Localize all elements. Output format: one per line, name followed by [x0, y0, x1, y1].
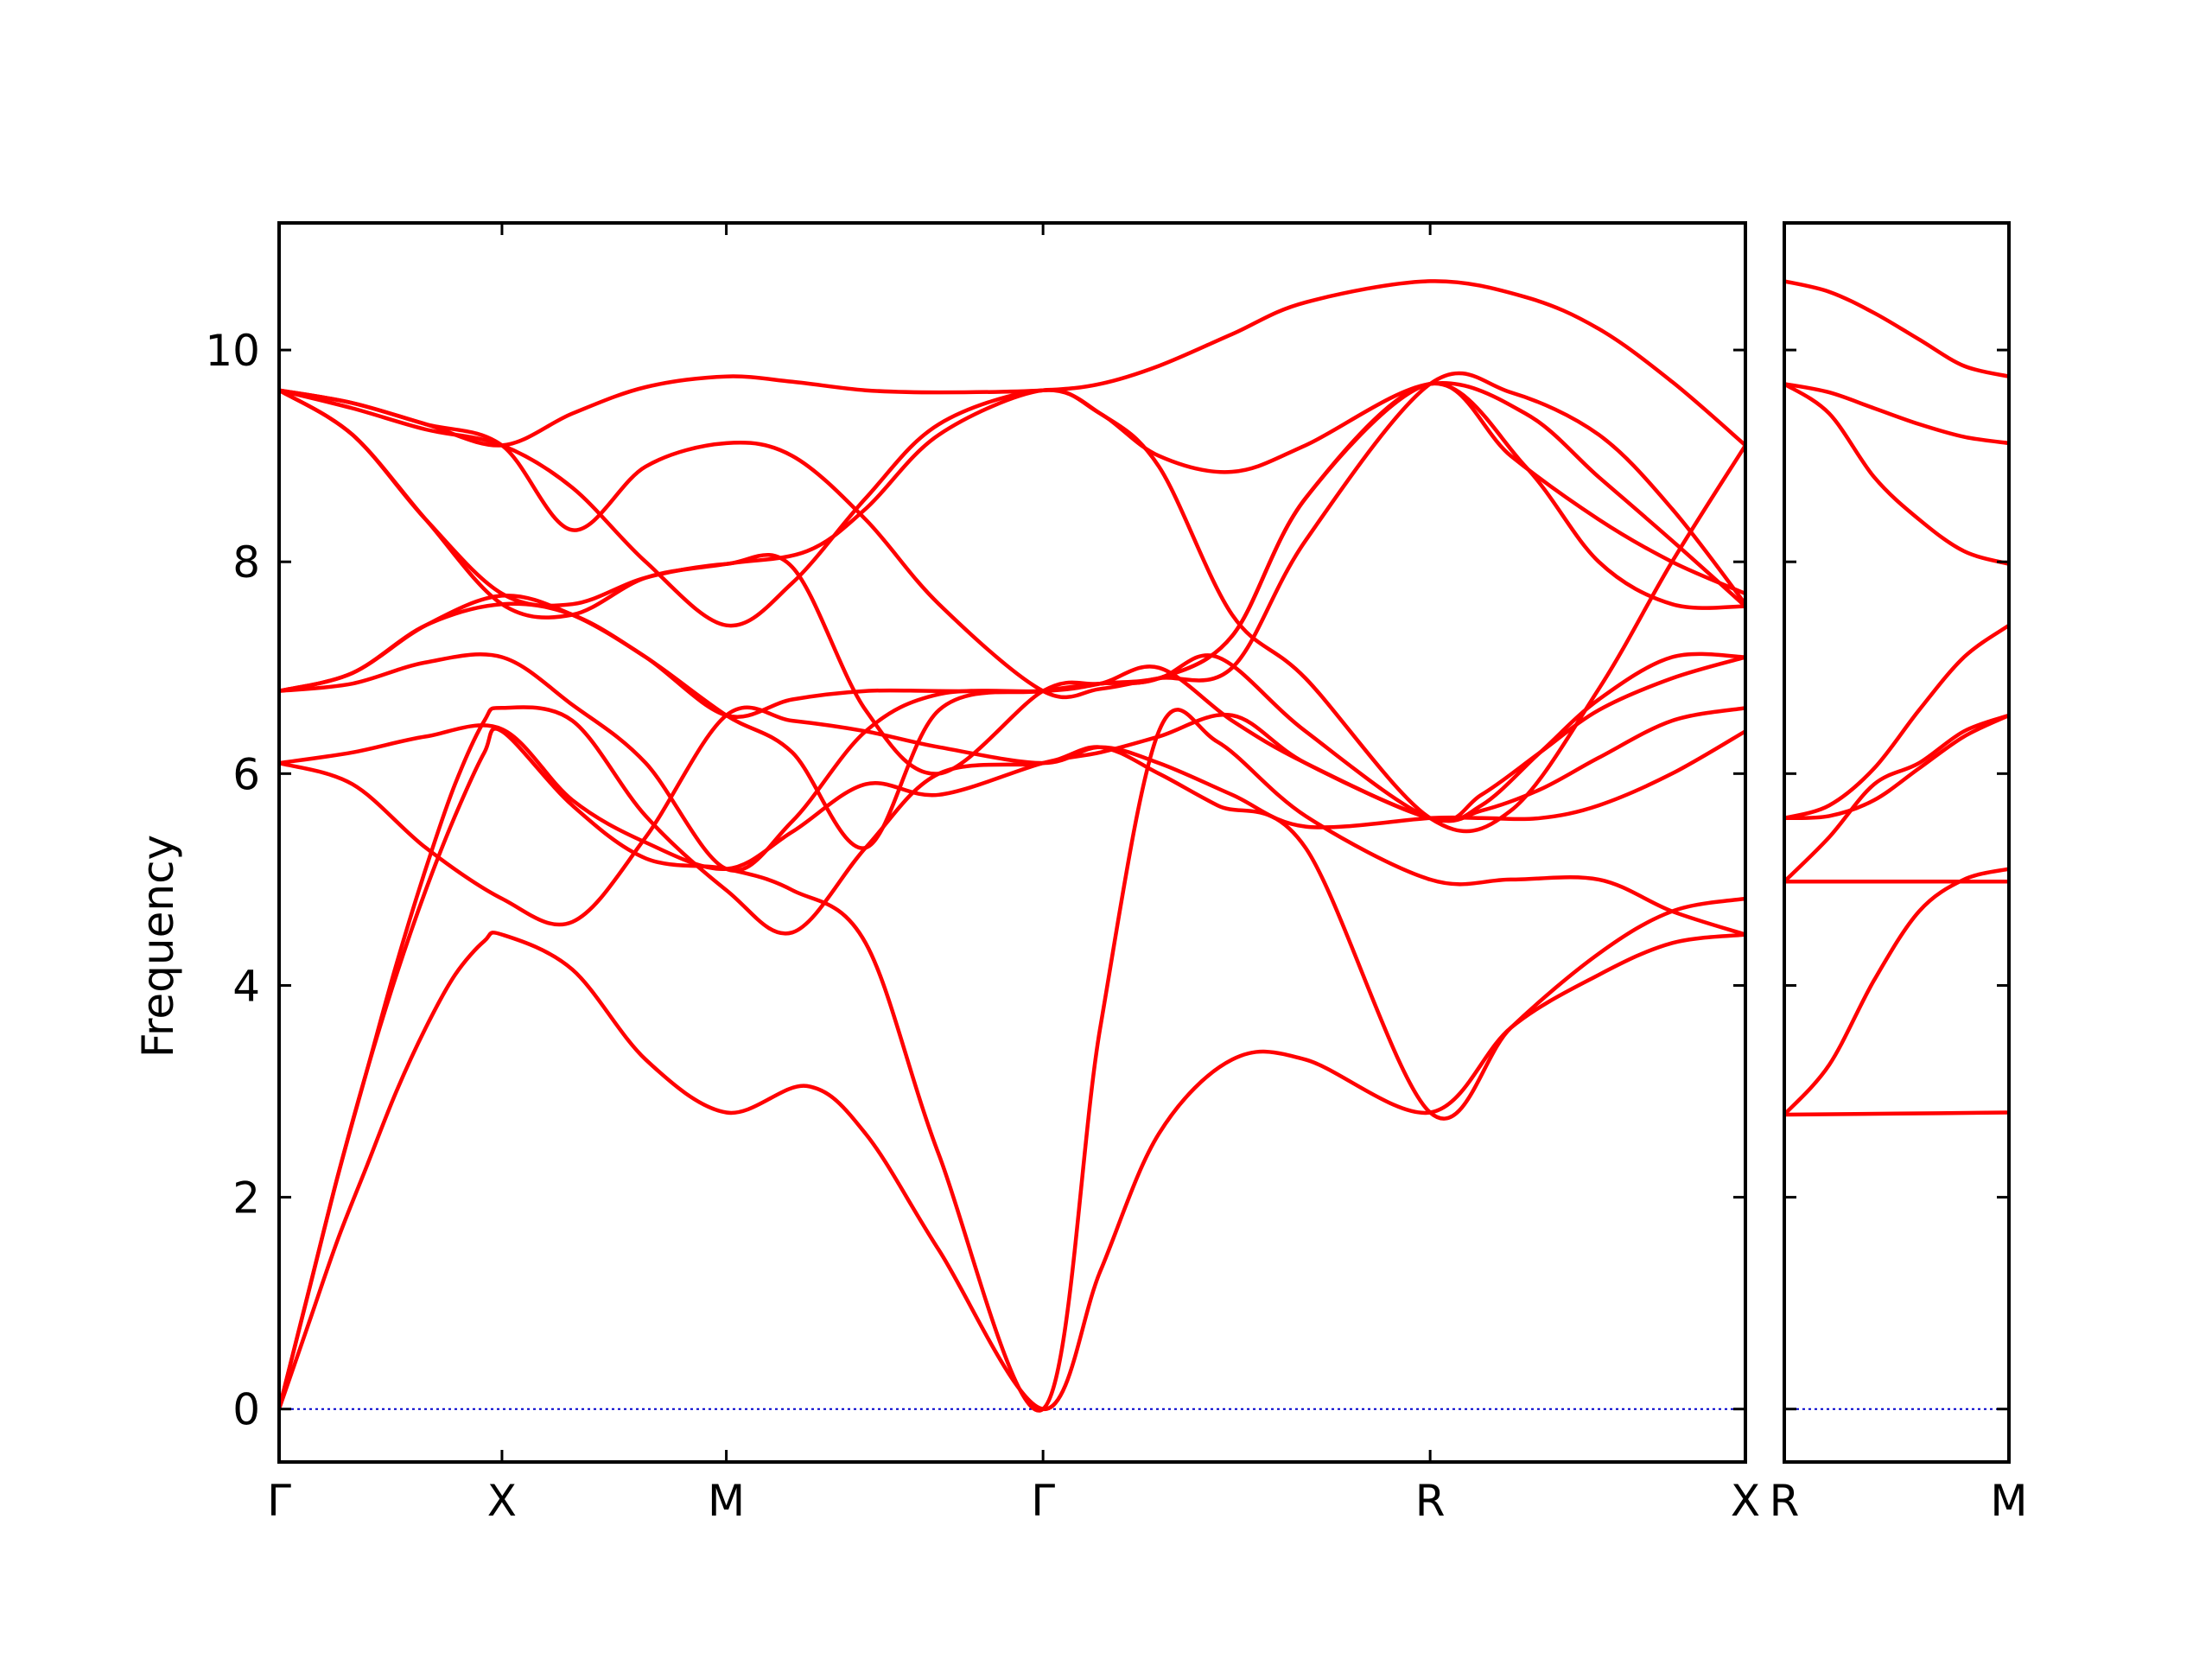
band-line-main-5 [279, 706, 1745, 871]
band-line-side-7 [1784, 382, 2009, 566]
band-line-side-4 [1784, 713, 2009, 884]
band-line-main-7 [279, 601, 1745, 823]
y-tick-label: 0 [232, 1385, 260, 1435]
band-line-side-6 [1784, 623, 2009, 821]
band-line-main-2 [279, 708, 1745, 1413]
y-axis-title: Frequency [133, 835, 183, 1058]
x-tick-label-main-1: Γ [267, 1476, 291, 1526]
band-line-side-5 [1784, 713, 2009, 821]
x-tick-label-main-3: M [708, 1476, 745, 1526]
band-line-main-3 [279, 705, 1745, 1411]
y-tick-label: 6 [232, 749, 260, 799]
x-tick-label-main-2: X [487, 1476, 517, 1526]
x-tick-label-main-6: X [1731, 1476, 1760, 1526]
x-tick-label-main-4: Γ [1031, 1476, 1055, 1526]
band-line-main-6 [279, 652, 1745, 873]
band-line-side-9 [1784, 279, 2009, 378]
band-line-main-4 [279, 705, 1745, 927]
x-tick-label-main-5: R [1415, 1476, 1446, 1526]
main-panel: 0 2 4 6 8 10 Γ X M Γ R X [205, 221, 1760, 1526]
band-line-main-13 [279, 279, 1745, 448]
y-tick-label: 2 [232, 1173, 260, 1224]
panel-frame [1783, 221, 2011, 1464]
band-line-main-8 [279, 381, 1745, 850]
band-line-side-2 [1784, 867, 2009, 1117]
x-tick-label-side-1: R [1770, 1476, 1800, 1526]
y-tick-label: 8 [232, 537, 260, 588]
x-tick-label-side-2: M [1990, 1476, 2027, 1526]
band-line-main-1 [279, 931, 1745, 1411]
band-line-side-1 [1784, 1110, 2009, 1117]
y-tick-label: 10 [205, 326, 260, 376]
band-line-main-12 [279, 371, 1745, 700]
y-tick-label: 4 [232, 961, 260, 1011]
panel-frame [277, 221, 1747, 1464]
band-line-side-8 [1784, 382, 2009, 446]
band-line-main-10 [279, 381, 1745, 620]
band-line-main-9 [279, 381, 1745, 776]
